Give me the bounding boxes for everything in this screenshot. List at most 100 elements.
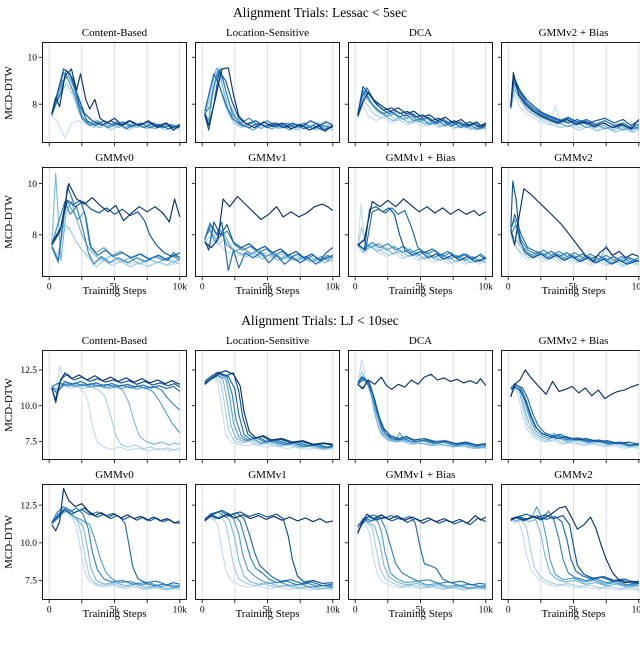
x-tick-label: 5k xyxy=(569,283,579,293)
subplot-row: MCD-DTW 7.5 10.0 12.5 xyxy=(0,350,640,464)
trial-line xyxy=(510,369,639,400)
trial-line xyxy=(204,378,333,451)
group-title: Alignment Trials: Lessac < 5sec xyxy=(232,5,408,20)
trial-group-lj: Alignment Trials: LJ < 10sec Content-Bas… xyxy=(0,313,640,624)
trial-line xyxy=(51,185,181,261)
x-axis-label: Training Steps xyxy=(82,608,147,620)
subplot-cell: 0 5k 10k 7.5 10.0 12.5 xyxy=(20,484,187,616)
trial-line xyxy=(51,507,180,586)
trial-line xyxy=(510,518,639,591)
subplot-cell xyxy=(344,350,493,464)
x-axis-label: Training Steps xyxy=(541,285,606,297)
axes-spine xyxy=(42,42,187,143)
group-title: Alignment Trials: LJ < 10sec xyxy=(241,313,399,328)
trial-line xyxy=(510,383,639,447)
axes-spine xyxy=(42,167,187,277)
trial-line xyxy=(51,507,180,591)
subplot-title: Content-Based xyxy=(81,27,148,39)
x-tick-label: 10k xyxy=(632,606,640,616)
subplot-chart xyxy=(191,350,340,464)
subplot-title: GMMv2 + Bias xyxy=(538,27,609,39)
trial-line xyxy=(204,226,334,263)
y-tick-label: 12.5 xyxy=(20,501,37,511)
trial-line xyxy=(204,221,334,272)
trial-line xyxy=(357,373,487,390)
trial-line xyxy=(204,511,333,587)
x-tick-label: 10k xyxy=(173,606,188,616)
subplot-row: MCD-DTW 8 10 xyxy=(0,42,640,147)
subplot-chart xyxy=(497,42,640,147)
y-axis-label: MCD-DTW xyxy=(0,167,34,277)
trial-line xyxy=(357,521,486,591)
trial-line xyxy=(51,382,181,411)
trial-line xyxy=(510,89,639,133)
axes-spine xyxy=(348,484,493,600)
trial-line xyxy=(510,84,639,131)
trial-line xyxy=(204,67,334,132)
trial-line xyxy=(510,385,639,450)
subplot-chart xyxy=(497,350,640,464)
subplot-title: Content-Based xyxy=(81,335,148,347)
trial-line xyxy=(51,68,181,131)
y-axis-label-text: MCD-DTW xyxy=(3,515,15,569)
trial-line xyxy=(51,509,180,591)
trial-line xyxy=(204,374,333,450)
axes-spine xyxy=(195,350,340,460)
trial-line xyxy=(510,71,640,130)
gutter-spacer xyxy=(0,151,34,167)
trial-line xyxy=(51,373,181,404)
subplot-chart: 0 5k 10k xyxy=(191,167,340,293)
trial-line xyxy=(204,221,334,261)
subplot-chart: 0 5k 10k 8 10 xyxy=(28,167,187,293)
subplot-title: GMMv1 xyxy=(248,469,287,481)
y-tick-label: 10.0 xyxy=(20,539,37,549)
subplot-cell: 0 5k 10k xyxy=(191,484,340,616)
subplot-cell xyxy=(344,42,493,147)
subplot-title: GMMv1 + Bias xyxy=(385,152,456,164)
subplot-cell: 0 5k 10k 8 10 xyxy=(28,167,187,293)
subplot-row: MCD-DTW 0 5k 10k 7.5 10.0 12.5 0 5k 10k 0 5k 10k 0 5k 1… xyxy=(0,484,640,616)
subplot-grid: Content-Based Location-Sensitive DCA GMMv2 … xyxy=(0,334,640,624)
x-tick-label: 10k xyxy=(479,283,494,293)
y-axis-label: MCD-DTW xyxy=(0,42,34,143)
y-axis-label-text: MCD-DTW xyxy=(3,378,15,432)
x-tick-label: 0 xyxy=(200,283,205,293)
x-axis-label: Training Steps xyxy=(541,608,606,620)
trial-line xyxy=(510,75,640,126)
subplot-chart: 7.5 10.0 12.5 xyxy=(20,350,187,464)
axes-spine xyxy=(501,350,640,460)
y-axis-label-text: MCD-DTW xyxy=(3,195,15,249)
axes-spine xyxy=(501,42,640,143)
y-tick-label: 10 xyxy=(28,54,38,64)
subplot-title-row: GMMv0 GMMv1 GMMv1 + Bias GMMv2 xyxy=(0,468,640,484)
y-axis-label-text: MCD-DTW xyxy=(3,65,15,120)
subplot-title: GMMv1 + Bias xyxy=(385,469,456,481)
subplot-title: Location-Sensitive xyxy=(225,27,310,39)
y-tick-label: 8 xyxy=(32,231,37,241)
trial-line xyxy=(357,516,486,587)
trial-line xyxy=(510,188,640,263)
trial-line xyxy=(51,510,180,587)
x-tick-label: 10k xyxy=(632,283,640,293)
subplot-title: DCA xyxy=(408,27,433,39)
trial-line xyxy=(510,386,639,445)
subplot-title: GMMv2 xyxy=(554,469,593,481)
x-axis-label: Training Steps xyxy=(235,608,300,620)
subplot-chart: 8 10 xyxy=(28,42,187,147)
subplot-title-row: Content-Based Location-Sensitive DCA GMMv2 … xyxy=(0,26,640,42)
subplot-title: GMMv2 xyxy=(554,152,593,164)
subplot-chart: 0 5k 10k 7.5 10.0 12.5 xyxy=(20,484,187,616)
trial-line xyxy=(357,518,486,590)
trial-line xyxy=(204,513,333,588)
subplot-cell: 8 10 xyxy=(28,42,187,147)
subplot-cell xyxy=(497,350,640,464)
subplot-title: GMMv1 xyxy=(248,152,287,164)
gutter-spacer xyxy=(0,608,34,624)
trial-line xyxy=(357,206,487,263)
axes-spine xyxy=(348,167,493,277)
subplot-chart xyxy=(191,42,340,147)
trial-line xyxy=(357,198,487,246)
x-axis-label-row: Training Steps Training Steps Training Ste… xyxy=(0,285,640,301)
x-tick-label: 10k xyxy=(173,283,188,293)
subplot-cell: 0 5k 10k xyxy=(344,167,493,293)
